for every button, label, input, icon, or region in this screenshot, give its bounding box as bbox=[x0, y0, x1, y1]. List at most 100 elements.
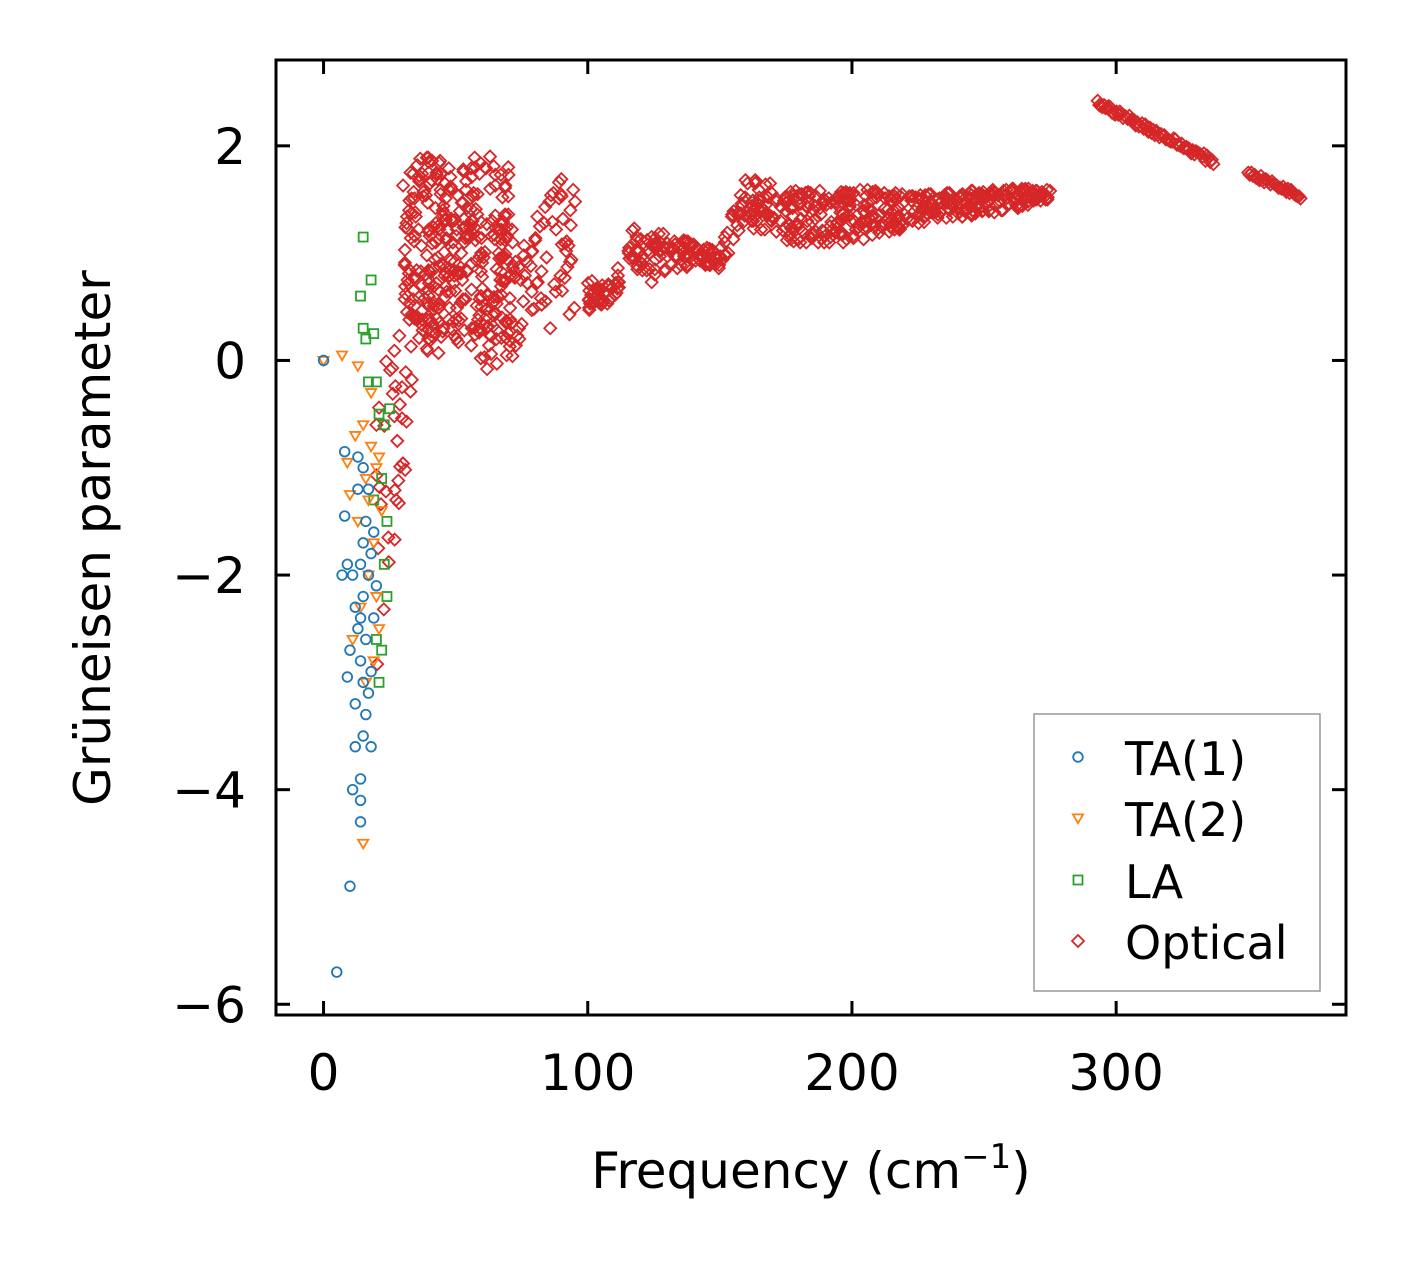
point-optical bbox=[414, 278, 430, 293]
legend-marker-la bbox=[1072, 874, 1084, 886]
point-optical bbox=[644, 237, 659, 252]
point-optical bbox=[473, 288, 489, 304]
point-optical bbox=[442, 300, 457, 316]
point-optical bbox=[1163, 134, 1178, 149]
point-optical bbox=[498, 330, 514, 346]
point-optical bbox=[551, 175, 567, 190]
point-ta1 bbox=[368, 526, 380, 538]
point-la bbox=[357, 231, 369, 243]
point-ta2 bbox=[356, 420, 370, 432]
point-optical bbox=[441, 161, 457, 176]
point-optical bbox=[481, 338, 497, 353]
point-optical bbox=[858, 219, 873, 234]
point-optical bbox=[480, 301, 495, 317]
point-optical bbox=[464, 282, 479, 297]
point-optical bbox=[397, 242, 413, 258]
point-optical bbox=[500, 326, 516, 341]
point-optical bbox=[402, 193, 417, 208]
point-optical bbox=[422, 264, 437, 279]
point-optical bbox=[420, 195, 435, 210]
point-la bbox=[373, 676, 385, 688]
y-tick-label: −4 bbox=[172, 762, 246, 820]
point-optical bbox=[495, 190, 510, 205]
point-optical bbox=[611, 280, 627, 295]
point-optical bbox=[881, 189, 897, 204]
point-optical bbox=[428, 200, 443, 216]
point-la bbox=[376, 473, 388, 484]
point-optical bbox=[459, 200, 475, 216]
point-optical bbox=[471, 325, 487, 340]
point-optical bbox=[563, 202, 578, 218]
point-optical bbox=[800, 195, 816, 210]
point-optical bbox=[497, 222, 513, 237]
point-optical bbox=[399, 414, 414, 429]
point-optical bbox=[546, 276, 562, 292]
point-la bbox=[355, 290, 366, 302]
point-optical bbox=[381, 530, 396, 545]
point-optical bbox=[971, 185, 987, 201]
point-optical bbox=[567, 300, 582, 316]
point-optical bbox=[449, 331, 464, 347]
point-optical bbox=[534, 264, 549, 279]
point-optical bbox=[581, 300, 597, 316]
x-tick-label: 100 bbox=[540, 1044, 635, 1102]
point-optical bbox=[629, 243, 644, 259]
legend-label-ta2: TA(2) bbox=[1124, 793, 1246, 847]
point-optical bbox=[412, 151, 428, 166]
point-optical bbox=[595, 278, 610, 293]
point-optical bbox=[438, 232, 454, 248]
point-optical bbox=[764, 185, 779, 201]
point-ta2 bbox=[369, 463, 384, 475]
point-optical bbox=[823, 195, 839, 210]
point-optical bbox=[494, 287, 509, 303]
point-optical bbox=[419, 150, 435, 165]
point-optical bbox=[702, 257, 718, 273]
axis-ticks bbox=[276, 60, 1346, 1015]
point-optical bbox=[442, 268, 458, 283]
point-optical bbox=[667, 234, 682, 249]
point-optical bbox=[404, 372, 420, 388]
point-ta1 bbox=[354, 612, 367, 624]
point-ta1 bbox=[357, 590, 369, 603]
legend: TA(1) TA(2) LA Optical bbox=[1033, 713, 1321, 992]
point-optical bbox=[399, 215, 414, 231]
point-optical bbox=[553, 186, 569, 202]
point-optical bbox=[812, 200, 828, 216]
point-optical bbox=[944, 197, 959, 213]
point-optical bbox=[494, 330, 509, 346]
point-optical bbox=[449, 222, 464, 237]
point-optical bbox=[376, 602, 392, 617]
point-optical bbox=[953, 201, 968, 217]
point-optical bbox=[389, 433, 405, 449]
legend-label-optical: Optical bbox=[1125, 916, 1287, 970]
point-optical bbox=[428, 235, 443, 250]
point-optical bbox=[433, 182, 448, 198]
point-optical bbox=[430, 282, 446, 297]
point-optical bbox=[523, 258, 538, 274]
point-optical bbox=[851, 220, 866, 235]
point-optical bbox=[527, 232, 543, 248]
legend-marker-optical bbox=[1070, 933, 1086, 949]
point-optical bbox=[391, 473, 406, 488]
point-optical bbox=[917, 187, 933, 203]
point-optical bbox=[467, 327, 483, 342]
point-optical bbox=[554, 171, 569, 187]
x-axis-label: Frequency (cm−1) bbox=[591, 1137, 1031, 1200]
point-optical bbox=[595, 294, 611, 309]
point-optical bbox=[927, 204, 942, 219]
point-optical bbox=[463, 338, 479, 353]
point-optical bbox=[516, 294, 531, 309]
y-axis-label: Grüneisen parameter bbox=[64, 270, 122, 806]
point-optical bbox=[717, 229, 733, 245]
point-optical bbox=[565, 182, 581, 198]
point-optical bbox=[394, 380, 410, 395]
point-optical bbox=[419, 341, 435, 356]
legend-marker-ta2 bbox=[1071, 813, 1085, 825]
point-ta1 bbox=[360, 633, 372, 646]
point-optical bbox=[744, 213, 760, 229]
point-ta1 bbox=[349, 601, 361, 613]
point-optical bbox=[437, 176, 453, 191]
point-optical bbox=[407, 191, 422, 206]
point-optical bbox=[482, 328, 498, 344]
point-optical bbox=[423, 314, 439, 330]
